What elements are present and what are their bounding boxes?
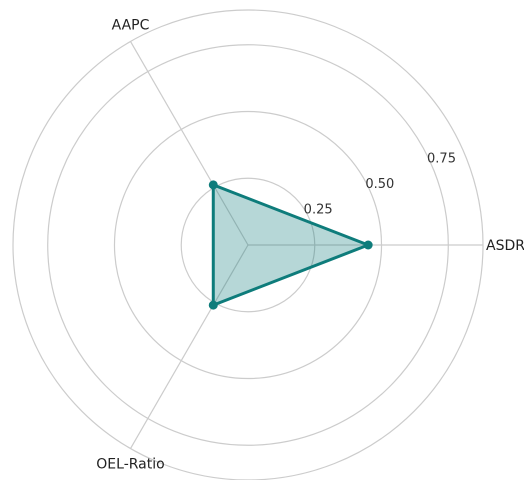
data-point-aapc	[208, 180, 218, 190]
spoke-aapc	[129, 41, 249, 246]
series-layer	[208, 180, 373, 310]
series-area	[211, 183, 370, 307]
radial-tick-label: 0.50	[365, 177, 394, 192]
radial-tick-label: 0.75	[427, 151, 456, 166]
spoke-oel-ratio	[129, 244, 249, 449]
axis-label-oel-ratio: OEL-Ratio	[96, 457, 164, 473]
axis-label-aapc: AAPC	[112, 17, 150, 33]
data-point-asdr	[363, 240, 373, 250]
radial-tick-labels: 0.25 0.50 0.75	[304, 151, 456, 217]
data-point-oel-ratio	[208, 300, 218, 310]
radial-tick-label: 0.25	[304, 202, 333, 217]
axis-label-asdr: ASDR	[486, 238, 524, 254]
axis-labels: ASDR AAPC OEL-Ratio	[96, 17, 524, 472]
